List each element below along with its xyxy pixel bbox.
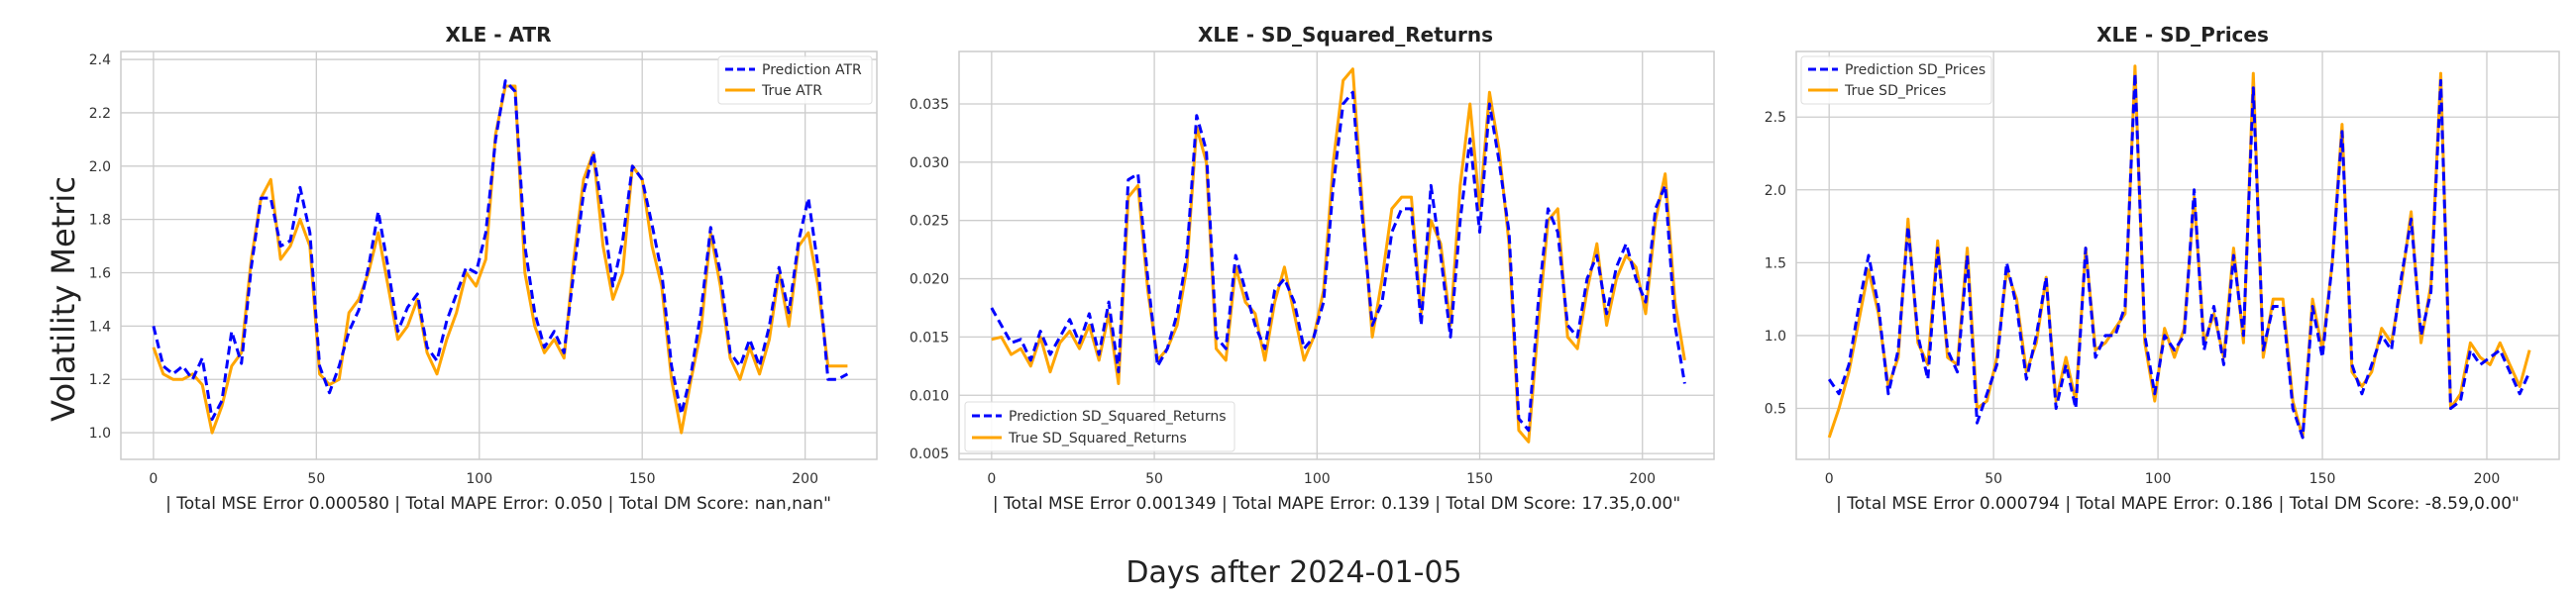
series-line-true bbox=[152, 84, 848, 435]
legend-label-true: True SD_Prices bbox=[1844, 83, 1946, 99]
y-tick-labels: 1.0 1.2 1.4 1.6 1.8 2.0 2.2 2.4 bbox=[89, 52, 111, 442]
x-tick-label: 100 bbox=[466, 471, 492, 487]
y-tick-label: 0.5 bbox=[1765, 402, 1786, 418]
metrics-text: | Total MSE Error 0.000794 | Total MAPE … bbox=[1836, 494, 2520, 514]
y-tick-labels: 0.005 0.010 0.015 0.020 0.025 0.030 0.035 bbox=[910, 97, 949, 462]
figure-ylabel: Volatility Metric bbox=[45, 176, 82, 422]
series-line-true bbox=[991, 67, 1686, 444]
x-tick-labels: 0 50 100 150 200 bbox=[1825, 471, 2501, 487]
grid bbox=[1796, 51, 2559, 459]
x-tick-label: 100 bbox=[2145, 471, 2172, 487]
x-tick-label: 50 bbox=[307, 471, 325, 487]
chart-title: XLE - SD_Prices bbox=[2096, 23, 2269, 47]
y-tick-label: 1.8 bbox=[89, 213, 111, 229]
x-tick-label: 0 bbox=[1825, 471, 1834, 487]
chart-panel-sd-prices: XLE - SD_Prices 0.5 1.0 1.5 2.0 2.5 0 50 100 15… bbox=[1765, 23, 2560, 514]
grid bbox=[121, 51, 877, 459]
y-tick-label: 1.0 bbox=[89, 426, 111, 442]
plot-frame bbox=[958, 50, 1715, 460]
y-tick-label: 1.0 bbox=[1765, 329, 1786, 345]
legend-label-true: True ATR bbox=[761, 83, 822, 99]
series-line-true bbox=[1827, 64, 2531, 440]
x-tick-label: 100 bbox=[1304, 471, 1331, 487]
legend-label-prediction: Prediction SD_Squared_Returns bbox=[1009, 409, 1227, 425]
legend: Prediction ATR True ATR bbox=[717, 55, 873, 105]
grid bbox=[959, 51, 1714, 459]
metrics-text: | Total MSE Error 0.000580 | Total MAPE … bbox=[165, 494, 831, 514]
chart-title: XLE - SD_Squared_Returns bbox=[1198, 23, 1493, 47]
legend: Prediction SD_Squared_Returns True SD_Sq… bbox=[964, 401, 1235, 452]
x-tick-label: 0 bbox=[987, 471, 996, 487]
plot-frame bbox=[120, 50, 878, 460]
series-lines bbox=[990, 67, 1686, 444]
x-tick-label: 200 bbox=[1629, 471, 1656, 487]
y-tick-label: 0.035 bbox=[910, 97, 949, 113]
x-tick-label: 150 bbox=[2309, 471, 2336, 487]
y-tick-label: 1.6 bbox=[89, 266, 111, 282]
y-tick-label: 1.4 bbox=[89, 319, 111, 335]
legend-box bbox=[964, 401, 1235, 452]
y-tick-label: 2.5 bbox=[1765, 110, 1786, 126]
legend-box bbox=[1800, 55, 1992, 105]
y-tick-label: 0.015 bbox=[910, 330, 949, 346]
y-tick-label: 0.010 bbox=[910, 388, 949, 404]
chart-title: XLE - ATR bbox=[445, 23, 551, 47]
metrics-text: | Total MSE Error 0.001349 | Total MAPE … bbox=[993, 494, 1680, 514]
x-tick-label: 50 bbox=[1985, 471, 2002, 487]
series-line-prediction bbox=[152, 79, 849, 422]
plot-frame bbox=[1795, 50, 2560, 460]
figure-xlabel: Days after 2024-01-05 bbox=[1126, 555, 1461, 590]
x-tick-label: 200 bbox=[792, 471, 818, 487]
x-tick-labels: 0 50 100 150 200 bbox=[987, 471, 1656, 487]
y-tick-label: 1.5 bbox=[1765, 255, 1786, 271]
x-tick-label: 0 bbox=[149, 471, 158, 487]
x-tick-labels: 0 50 100 150 200 bbox=[149, 471, 818, 487]
legend-box bbox=[717, 55, 873, 105]
y-tick-labels: 0.5 1.0 1.5 2.0 2.5 bbox=[1765, 110, 1786, 417]
y-tick-label: 2.0 bbox=[1765, 183, 1786, 199]
y-tick-label: 0.020 bbox=[910, 272, 949, 288]
y-tick-label: 0.030 bbox=[910, 155, 949, 171]
x-tick-label: 150 bbox=[1466, 471, 1493, 487]
x-tick-label: 200 bbox=[2474, 471, 2501, 487]
x-tick-label: 150 bbox=[629, 471, 656, 487]
y-tick-label: 2.2 bbox=[89, 106, 111, 122]
x-tick-label: 50 bbox=[1145, 471, 1163, 487]
y-tick-label: 0.025 bbox=[910, 214, 949, 230]
legend: Prediction SD_Prices True SD_Prices bbox=[1800, 55, 1992, 105]
chart-panel-sd-squared-returns: XLE - SD_Squared_Returns 0.005 0.010 0.015… bbox=[910, 23, 1715, 514]
series-line-prediction bbox=[990, 90, 1686, 433]
chart-panel-atr: XLE - ATR 1.0 1.2 1.4 1.6 1.8 2.0 2.2 2.4 0 50 10… bbox=[89, 23, 878, 514]
series-line-prediction bbox=[1827, 71, 2531, 440]
y-tick-label: 0.005 bbox=[910, 446, 949, 462]
series-lines bbox=[1827, 64, 2531, 440]
legend-label-prediction: Prediction ATR bbox=[762, 62, 862, 78]
y-tick-label: 1.2 bbox=[89, 372, 111, 388]
y-tick-label: 2.0 bbox=[89, 159, 111, 175]
legend-label-prediction: Prediction SD_Prices bbox=[1845, 62, 1986, 78]
legend-label-true: True SD_Squared_Returns bbox=[1008, 431, 1187, 446]
y-tick-label: 2.4 bbox=[89, 52, 111, 68]
series-lines bbox=[152, 79, 849, 435]
